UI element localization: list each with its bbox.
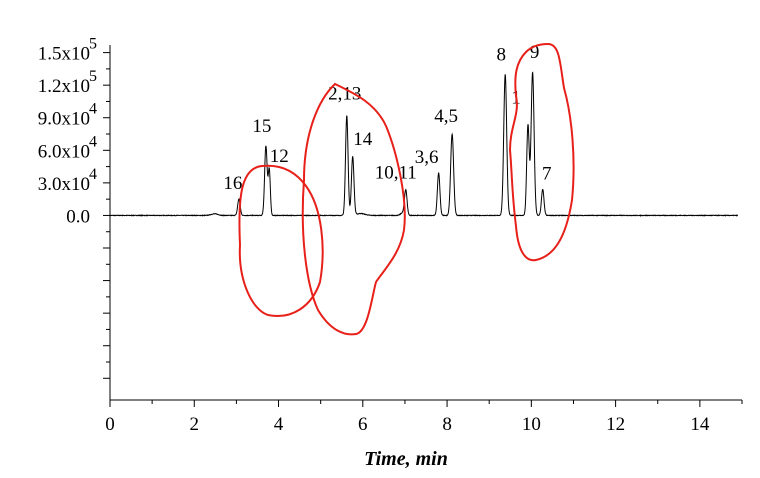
- y-tick-exponent: 4: [89, 133, 97, 150]
- x-tick-label: 10: [522, 414, 541, 435]
- x-tick-label: 0: [105, 414, 115, 435]
- x-tick-label: 8: [442, 414, 452, 435]
- x-tick-label: 6: [358, 414, 368, 435]
- y-tick-label: 6.0x10: [38, 141, 90, 162]
- peak-label: 15: [252, 116, 271, 137]
- x-axis-title: Time, min: [364, 448, 448, 470]
- x-axis-ticks: 0 2 4 6 8 10 12 14: [105, 400, 743, 435]
- peak-label: 10,11: [375, 162, 417, 183]
- annotation-loop-peaks-15-12: [238, 164, 324, 317]
- x-tick-label: 2: [190, 414, 200, 435]
- annotation-loop-peaks-8-9-1: [508, 42, 575, 262]
- x-tick-label: 12: [606, 414, 625, 435]
- red-annotation-loops: [238, 42, 575, 336]
- y-tick-label: 9.0x10: [38, 109, 90, 130]
- peak-label: 7: [542, 163, 552, 184]
- y-tick-exponent: 4: [89, 101, 97, 118]
- y-tick-label: 1.2x10: [38, 76, 90, 97]
- peak-label: 14: [353, 129, 373, 150]
- y-tick-exponent: 5: [89, 36, 97, 53]
- y-tick-label: 1.5x10: [38, 44, 90, 65]
- y-axis-ticks: 0.03.0x10 46.0x10 49.0x10 41.2x10 51.5x10 5: [38, 36, 110, 379]
- peak-label: 3,6: [415, 147, 439, 168]
- y-tick-label: 0.0: [66, 206, 90, 227]
- y-tick-exponent: 5: [89, 68, 97, 85]
- peak-label: 4,5: [434, 106, 458, 127]
- peak-label: 12: [270, 146, 289, 167]
- x-tick-label: 14: [690, 414, 710, 435]
- x-tick-label: 4: [274, 414, 284, 435]
- peak-label: 16: [223, 173, 242, 194]
- chromatogram-trace: [109, 71, 739, 217]
- peak-label: 2,13: [328, 84, 361, 105]
- annotation-loop-peaks-2-13-14: [301, 82, 406, 336]
- axes-group: [109, 45, 742, 401]
- y-tick-exponent: 4: [89, 166, 97, 183]
- peak-label: 8: [496, 44, 506, 65]
- y-tick-label: 3.0x10: [38, 174, 90, 195]
- peak-label: 9: [530, 42, 540, 63]
